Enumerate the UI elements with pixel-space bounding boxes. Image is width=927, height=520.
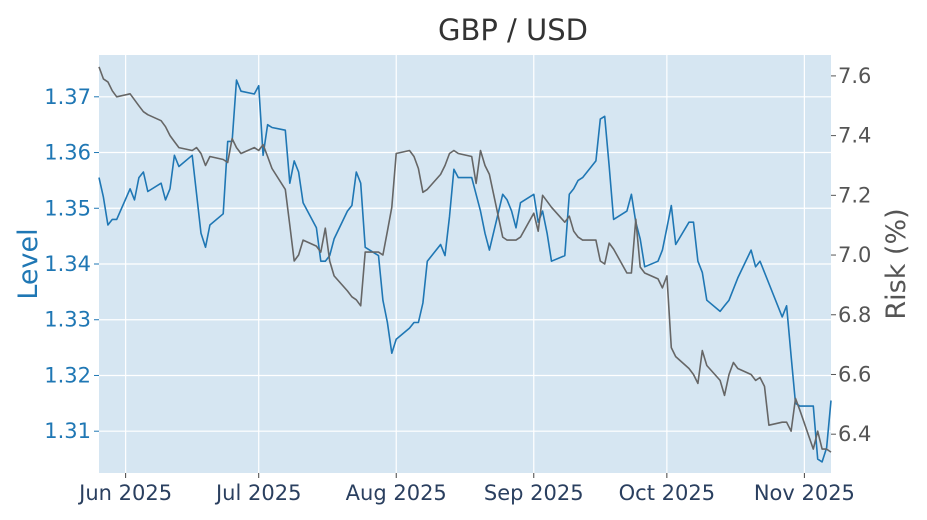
x-tick-label: Oct 2025 (619, 481, 715, 505)
x-tick-label: Nov 2025 (754, 481, 855, 505)
x-tick-label: Aug 2025 (346, 481, 447, 505)
right-tick-label: 6.8 (838, 303, 871, 327)
risk-line (98, 66, 832, 453)
right-tick-label: 6.4 (838, 422, 871, 446)
right-tick-label: 7.2 (838, 183, 871, 207)
x-tick-label: Jun 2025 (77, 481, 172, 505)
right-tick-label: 7.0 (838, 243, 871, 267)
chart-title: GBP / USD (438, 13, 588, 47)
series-lines (98, 66, 832, 463)
right-axis-label: Risk (%) (881, 208, 912, 319)
x-axis-ticks: Jun 2025 Jul 2025 Aug 2025 Sep 2025 Oct 2025… (77, 473, 855, 505)
left-tick-label: 1.33 (44, 308, 91, 332)
x-tick-label: Sep 2025 (484, 481, 584, 505)
left-axis-label: Level (13, 228, 44, 299)
left-tick-label: 1.34 (44, 252, 91, 276)
right-tick-label: 7.6 (838, 64, 871, 88)
right-tick-label: 7.4 (838, 124, 871, 148)
left-axis-ticks: 1.31 1.32 1.33 1.34 1.35 1.36 1.37 (44, 85, 99, 443)
left-tick-label: 1.31 (44, 419, 91, 443)
x-tick-label: Jul 2025 (214, 481, 301, 505)
right-tick-label: 6.6 (838, 362, 871, 386)
level-line (98, 79, 832, 463)
left-tick-label: 1.35 (44, 196, 91, 220)
right-axis-ticks: 6.4 6.6 6.8 7.0 7.2 7.4 7.6 (831, 64, 871, 446)
left-tick-label: 1.36 (44, 141, 91, 165)
gridlines (99, 55, 831, 473)
left-tick-label: 1.32 (44, 363, 91, 387)
left-tick-label: 1.37 (44, 85, 91, 109)
